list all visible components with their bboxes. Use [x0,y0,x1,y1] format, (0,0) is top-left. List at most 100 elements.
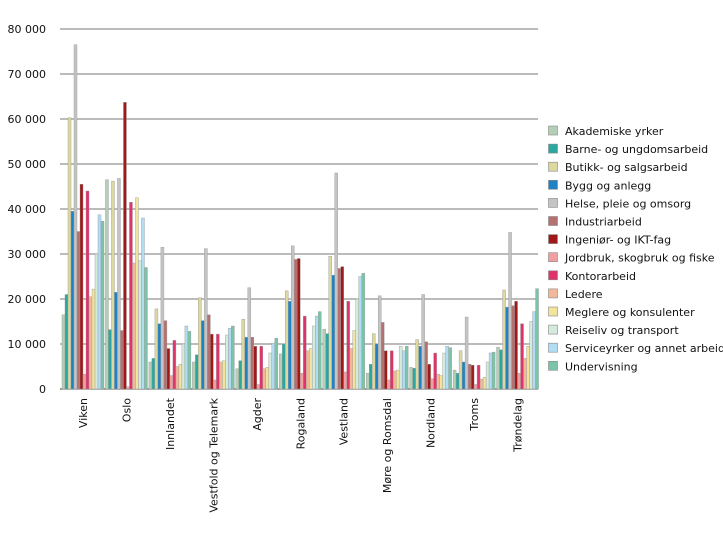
bar-butikk-og-salgsarbeid [328,256,332,390]
legend-swatch [548,342,558,353]
bar-barne-og-ungdomsarbeid [412,368,416,390]
bar-helse-pleie-og-omsorg [117,178,121,390]
bar-kontorarbeid [216,333,220,390]
bar-meglere-og-konsulenter [352,330,356,390]
bar-helse-pleie-og-omsorg [377,295,382,390]
bar-helse-pleie-og-omsorg [508,232,512,390]
bar-kontorarbeid [346,301,350,390]
bar-akademiske-yrker [61,314,66,390]
bar-serviceyrker-og-annet-arbeid [532,311,536,390]
bar-jordbruk-skogbruk-og-fiske [256,384,261,390]
bar-bygg-og-anlegg [114,292,118,390]
legend-label: Reiseliv og transport [565,324,679,337]
legend-swatch [548,360,558,371]
legend-label: Serviceyrker og annet arbeid [565,342,723,355]
x-tick-label: Agder [251,398,264,431]
x-tick-label: Vestland [338,398,351,445]
bar-ingeni-r-og-ikt-fag [514,301,518,390]
bar-ingeni-r-og-ikt-fag [123,102,127,390]
bar-undervisning [144,267,148,390]
legend-label: Helse, pleie og omsorg [565,197,691,210]
legend-label: Jordbruk, skogbruk og fiske [564,252,715,265]
bar-helse-pleie-og-omsorg [73,44,78,390]
bar-reiseliv-og-transport [181,343,186,390]
bar-akademiske-yrker [235,368,240,390]
bar-akademiske-yrker [409,367,413,390]
bar-reiseliv-og-transport [442,352,446,390]
legend-swatch [548,252,558,262]
bar-jordbruk-skogbruk-og-fiske [300,373,304,390]
bar-butikk-og-salgsarbeid [67,117,72,390]
bar-reiseliv-og-transport [355,298,359,390]
bar-undervisning [361,273,365,390]
bar-akademiske-yrker [452,369,457,390]
x-tick-label: Rogaland [294,398,307,449]
legend-label: Meglere og konsulenter [565,306,695,319]
bar-kontorarbeid [476,364,481,390]
y-tick-label: 0 [39,383,46,396]
bar-butikk-og-salgsarbeid [111,180,115,390]
bar-meglere-og-konsulenter [178,364,183,390]
bar-ingeni-r-og-ikt-fag [297,258,301,390]
bar-kontorarbeid [172,340,177,390]
bar-barne-og-ungdomsarbeid [499,349,503,390]
bar-kontorarbeid [85,190,90,390]
y-tick-label: 60 000 [8,113,47,126]
bar-industriarbeid [337,268,341,390]
legend-swatch [548,270,558,281]
bar-kontorarbeid [389,350,394,390]
bar-helse-pleie-og-omsorg [464,316,469,390]
legend-swatch [548,234,558,244]
bar-ingeni-r-og-ikt-fag [470,364,475,390]
legend-swatch [548,288,558,299]
bar-ingeni-r-og-ikt-fag [427,364,431,390]
bar-meglere-og-konsulenter [309,348,313,390]
y-tick-label: 50 000 [8,158,47,171]
bar-ledere [88,296,93,390]
y-tick-label: 30 000 [8,248,47,261]
bar-serviceyrker-og-annet-arbeid [488,352,493,390]
bar-akademiske-yrker [279,353,283,390]
bar-helse-pleie-og-omsorg [291,245,295,390]
bar-serviceyrker-og-annet-arbeid [271,342,276,390]
bar-jordbruk-skogbruk-og-fiske [126,386,130,390]
x-tick-label: Møre og Romsdal [381,398,394,493]
bar-barne-og-ungdomsarbeid [325,333,329,390]
legend-swatch [548,143,558,154]
bar-barne-og-ungdomsarbeid [151,358,156,390]
bar-ledere [436,373,440,390]
bar-bygg-og-anlegg [461,361,466,390]
bar-reiseliv-og-transport [94,253,99,390]
bar-ledere [262,368,267,390]
bar-ledere [219,361,223,390]
bar-ingeni-r-og-ikt-fag [340,266,344,390]
bar-bygg-og-anlegg [374,343,379,390]
bar-ingeni-r-og-ikt-fag [253,346,258,390]
x-tick-label: Trøndelag [512,398,525,453]
legend-swatch [548,180,558,190]
bar-undervisning [404,346,409,390]
y-tick-label: 10 000 [8,338,47,351]
bar-helse-pleie-og-omsorg [160,247,165,390]
bar-akademiske-yrker [322,328,326,390]
bar-bygg-og-anlegg [201,320,205,390]
legend-swatch [548,161,558,172]
legend-label: Ledere [565,288,603,301]
bar-barne-og-ungdomsarbeid [64,294,69,390]
bar-akademiske-yrker [105,179,109,390]
bar-ingeni-r-og-ikt-fag [383,350,388,390]
bar-meglere-og-konsulenter [265,367,270,390]
bar-butikk-og-salgsarbeid [198,297,202,390]
bar-serviceyrker-og-annet-arbeid [445,346,449,390]
x-tick-label: Oslo [120,398,133,422]
bar-ledere [392,370,397,390]
legend-swatch [548,216,558,226]
legend-label: Ingeniør- og IKT-fag [565,234,671,247]
bar-meglere-og-konsulenter [222,360,226,390]
y-tick-label: 80 000 [8,23,47,36]
bar-undervisning [318,311,322,390]
bar-serviceyrker-og-annet-arbeid [97,214,102,390]
legend-label: Undervisning [565,360,638,373]
bar-barne-og-ungdomsarbeid [108,329,112,390]
